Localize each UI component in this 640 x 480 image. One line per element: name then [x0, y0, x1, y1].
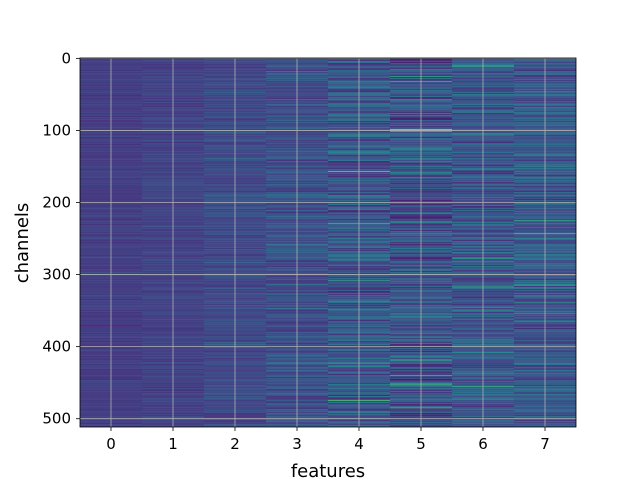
x-axis-ticks: 0 1 2 3 4 5 6 7	[106, 427, 550, 453]
x-tick-label: 2	[230, 435, 240, 453]
plot-frame	[79, 57, 577, 428]
x-tick-label: 0	[106, 435, 116, 453]
x-axis-label: features	[291, 461, 365, 480]
heatmap-cells	[80, 58, 576, 427]
x-tick-label: 5	[416, 435, 426, 453]
y-tick-label: 300	[42, 266, 71, 284]
grid-lines	[80, 58, 576, 427]
x-tick-label: 6	[478, 435, 488, 453]
y-tick-label: 200	[42, 194, 71, 212]
y-axis-label: channels	[12, 203, 33, 284]
y-tick-label: 500	[42, 410, 71, 428]
y-tick-label: 100	[42, 121, 71, 139]
x-tick-label: 3	[292, 435, 302, 453]
y-tick-label: 400	[42, 338, 71, 356]
plot-area	[79, 57, 577, 428]
y-axis-ticks: 0 100 200 300 400 500	[42, 49, 80, 428]
x-tick-label: 4	[354, 435, 364, 453]
x-tick-label: 1	[168, 435, 178, 453]
x-tick-label: 7	[540, 435, 550, 453]
y-tick-label: 0	[61, 49, 71, 67]
